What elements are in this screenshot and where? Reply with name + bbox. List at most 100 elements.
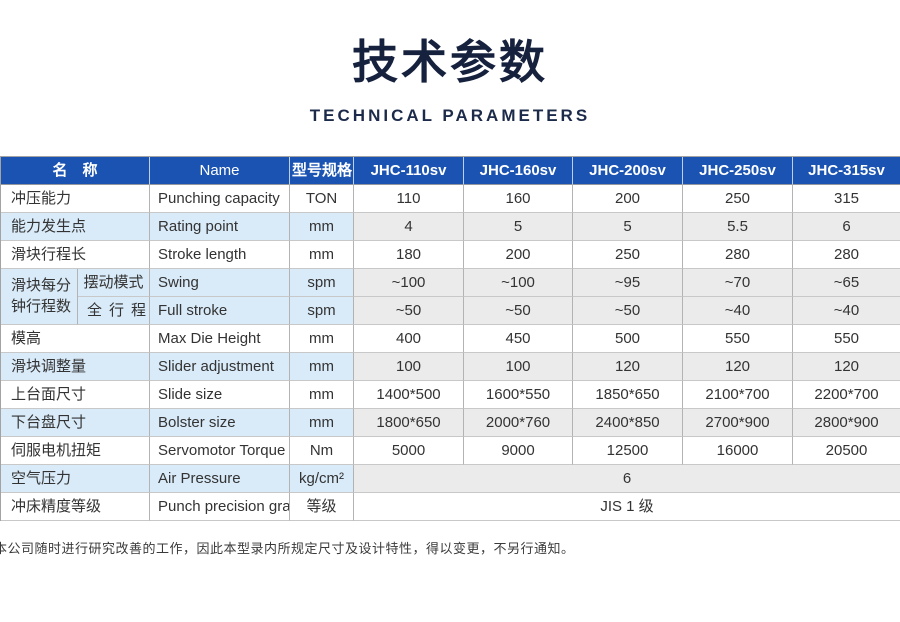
cell-value: 250 — [573, 241, 684, 269]
cell-value: 200 — [573, 185, 684, 213]
cell-cn-sub: 摆动模式 — [78, 269, 151, 297]
cell-unit: Nm — [290, 437, 355, 465]
cell-value: 550 — [683, 325, 794, 353]
cell-value: ~95 — [573, 269, 684, 297]
cell-merged-value: 6 — [354, 465, 900, 493]
cell-value: 160 — [464, 185, 574, 213]
cell-value: 1600*550 — [464, 381, 574, 409]
cell-value: ~40 — [793, 297, 900, 325]
table-row: 空气压力 Air Pressure kg/cm² 6 — [1, 465, 900, 493]
cell-value: 2400*850 — [573, 409, 684, 437]
table-row: 滑块调整量 Slider adjustment mm 100 100 120 1… — [1, 353, 900, 381]
cell-value: 315 — [793, 185, 900, 213]
cell-en: Air Pressure — [150, 465, 291, 493]
cell-en: Slide size — [150, 381, 291, 409]
cell-value: 110 — [354, 185, 465, 213]
cell-unit: mm — [290, 409, 355, 437]
header-model-jhc-110sv: JHC-110sv — [354, 157, 465, 185]
cell-en: Bolster size — [150, 409, 291, 437]
cell-value: 400 — [354, 325, 465, 353]
table-row: 滑块行程长 Stroke length mm 180 200 250 280 2… — [1, 241, 900, 269]
cell-value: 2200*700 — [793, 381, 900, 409]
cell-value: 2800*900 — [793, 409, 900, 437]
cell-value: 2000*760 — [464, 409, 574, 437]
cell-value: 20500 — [793, 437, 900, 465]
cell-value: 16000 — [683, 437, 794, 465]
header-model-jhc-160sv: JHC-160sv — [464, 157, 574, 185]
cell-value: 550 — [793, 325, 900, 353]
cell-cn-sub: 全行程 — [78, 297, 151, 325]
header-model-jhc-315sv: JHC-315sv — [793, 157, 900, 185]
header-name-cn: 名 称 — [1, 157, 151, 185]
cell-unit: mm — [290, 325, 355, 353]
cell-cn: 滑块行程长 — [1, 241, 151, 269]
page-title: 技术参数 — [352, 35, 548, 89]
table-row: 能力发生点 Rating point mm 4 5 5 5.5 6 — [1, 213, 900, 241]
cell-value: 120 — [573, 353, 684, 381]
cell-value: 5 — [464, 213, 574, 241]
cell-cn-group: 滑块每分钟行程数 — [1, 269, 78, 325]
cell-value: ~100 — [464, 269, 574, 297]
cell-value: 2100*700 — [683, 381, 794, 409]
cell-value: 180 — [354, 241, 465, 269]
table-row: 冲压能力 Punching capacity TON 110 160 200 2… — [1, 185, 900, 213]
cell-cn: 滑块调整量 — [1, 353, 151, 381]
cell-value: 500 — [573, 325, 684, 353]
cell-value: 1850*650 — [573, 381, 684, 409]
table-row: 模高 Max Die Height mm 400 450 500 550 550 — [1, 325, 900, 353]
cell-value: 120 — [683, 353, 794, 381]
cell-cn: 冲床精度等级 — [1, 493, 151, 521]
cell-value: 100 — [464, 353, 574, 381]
cell-value: 5000 — [354, 437, 465, 465]
cell-value: 250 — [683, 185, 794, 213]
cell-unit: mm — [290, 213, 355, 241]
cell-en: Slider adjustment — [150, 353, 291, 381]
cell-value: 450 — [464, 325, 574, 353]
header-model-jhc-250sv: JHC-250sv — [683, 157, 794, 185]
cell-cn: 上台面尺寸 — [1, 381, 151, 409]
table-row: 冲床精度等级 Punch precision grade 等级 JIS 1 级 — [1, 493, 900, 521]
cell-value: ~65 — [793, 269, 900, 297]
cell-cn: 空气压力 — [1, 465, 151, 493]
cell-en: Stroke length — [150, 241, 291, 269]
table-row: 伺服电机扭矩 Servomotor Torque Nm 5000 9000 12… — [1, 437, 900, 465]
cell-value: 1400*500 — [354, 381, 465, 409]
page-subtitle: TECHNICAL PARAMETERS — [309, 106, 591, 125]
cell-cn: 能力发生点 — [1, 213, 151, 241]
cell-value: ~70 — [683, 269, 794, 297]
cell-en: Swing — [150, 269, 291, 297]
cell-value: 4 — [354, 213, 465, 241]
cell-unit: spm — [290, 297, 355, 325]
cell-en: Punching capacity — [150, 185, 291, 213]
cell-value: 120 — [793, 353, 900, 381]
cell-cn: 模高 — [1, 325, 151, 353]
cell-unit: 等级 — [290, 493, 355, 521]
cell-en: Servomotor Torque — [150, 437, 291, 465]
cell-unit: mm — [290, 381, 355, 409]
cell-unit: TON — [290, 185, 355, 213]
table-row: 滑块每分钟行程数 摆动模式 Swing spm ~100 ~100 ~95 ~7… — [1, 269, 900, 325]
cell-value: 280 — [793, 241, 900, 269]
cell-cn: 伺服电机扭矩 — [1, 437, 151, 465]
cell-en: Rating point — [150, 213, 291, 241]
cell-cn: 冲压能力 — [1, 185, 151, 213]
table-header-row: 名 称 Name 型号规格 JHC-110sv JHC-160sv JHC-20… — [1, 157, 900, 185]
table-row: 全行程 Full stroke spm ~50 ~50 ~50 ~40 ~40 — [1, 297, 900, 325]
cell-value: ~50 — [354, 297, 465, 325]
cell-value: ~50 — [573, 297, 684, 325]
cell-cn: 下台盘尺寸 — [1, 409, 151, 437]
cell-value: 9000 — [464, 437, 574, 465]
cell-en: Punch precision grade — [150, 493, 291, 521]
cell-unit: mm — [290, 353, 355, 381]
technical-parameters-table: 名 称 Name 型号规格 JHC-110sv JHC-160sv JHC-20… — [0, 156, 900, 521]
header-spec: 型号规格 — [290, 157, 355, 185]
cell-value: ~50 — [464, 297, 574, 325]
cell-en: Full stroke — [150, 297, 291, 325]
table-row: 上台面尺寸 Slide size mm 1400*500 1600*550 18… — [1, 381, 900, 409]
cell-value: 1800*650 — [354, 409, 465, 437]
cell-value: ~100 — [354, 269, 465, 297]
cell-value: 5.5 — [683, 213, 794, 241]
header-name-en: Name — [150, 157, 291, 185]
cell-value: ~40 — [683, 297, 794, 325]
cell-value: 200 — [464, 241, 574, 269]
